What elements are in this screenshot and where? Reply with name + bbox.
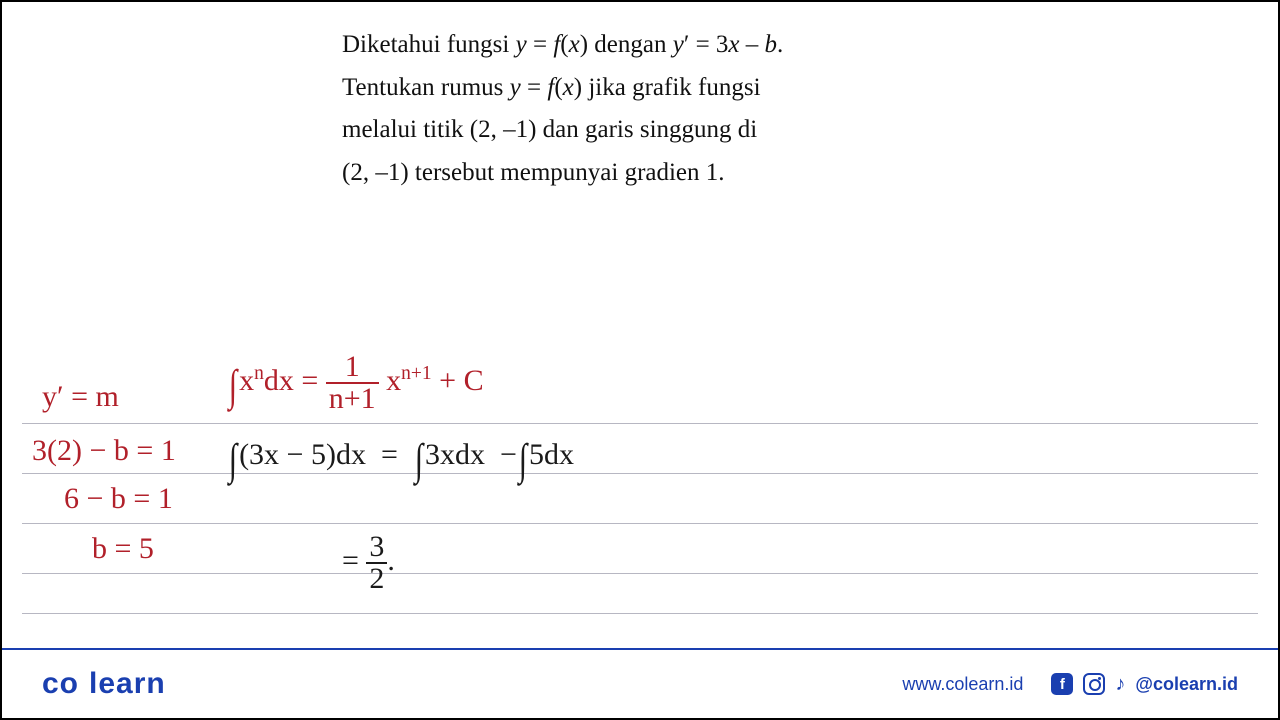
t2c: = bbox=[521, 74, 548, 101]
pr-a: x bbox=[239, 364, 254, 397]
pr-exp2: n+1 bbox=[401, 363, 432, 384]
t1e: ( bbox=[560, 31, 568, 58]
res-frac-d: 2 bbox=[366, 564, 387, 594]
t1l: b bbox=[765, 31, 778, 58]
t1i: ′ = 3 bbox=[684, 31, 729, 58]
eq: = bbox=[342, 544, 366, 577]
res-frac-n: 3 bbox=[366, 532, 387, 564]
t1c: = bbox=[527, 31, 554, 58]
facebook-icon[interactable]: f bbox=[1051, 673, 1073, 695]
t1k: – bbox=[740, 31, 765, 58]
pr-frac-d: n+1 bbox=[326, 384, 379, 414]
t1m: . bbox=[777, 31, 783, 58]
t3: melalui titik (2, –1) dan garis singgung… bbox=[342, 116, 757, 143]
hw-step1: 3(2) − b = 1 bbox=[32, 434, 176, 468]
integral-icon: ∫ bbox=[415, 434, 423, 485]
social-links: f ♪ @colearn.id bbox=[1051, 673, 1238, 696]
brand-logo: colearn bbox=[42, 667, 166, 701]
ruled-line bbox=[22, 423, 1258, 424]
pr-mid: dx = bbox=[264, 364, 326, 397]
hw-step2: 6 − b = 1 bbox=[64, 482, 173, 516]
integral-icon: ∫ bbox=[229, 434, 237, 485]
dot: . bbox=[387, 544, 395, 577]
integral-icon: ∫ bbox=[229, 360, 237, 411]
t1j: x bbox=[728, 31, 739, 58]
hw-partial-result: = 32. bbox=[342, 532, 395, 594]
t2b: y bbox=[510, 74, 521, 101]
t1h: y bbox=[673, 31, 684, 58]
t2a: Tentukan rumus bbox=[342, 74, 510, 101]
ruled-line bbox=[22, 523, 1258, 524]
problem-text: Diketahui fungsi y = f(x) dengan y′ = 3x… bbox=[342, 24, 962, 194]
footer: colearn www.colearn.id f ♪ @colearn.id bbox=[2, 648, 1278, 718]
hw-step3: b = 5 bbox=[92, 532, 154, 566]
social-handle[interactable]: @colearn.id bbox=[1135, 674, 1238, 695]
t1a: Diketahui fungsi bbox=[342, 31, 516, 58]
site-url[interactable]: www.colearn.id bbox=[902, 674, 1023, 695]
pr-frac-n: 1 bbox=[326, 352, 379, 384]
instagram-icon[interactable] bbox=[1083, 673, 1105, 695]
pr-exp1: n bbox=[254, 363, 264, 384]
hw-y-prime-m: y′ = m bbox=[42, 380, 119, 414]
t4: (2, –1) tersebut mempunyai gradien 1. bbox=[342, 159, 725, 186]
brand-a: co bbox=[42, 667, 79, 700]
t1f: x bbox=[569, 31, 580, 58]
res-frac: 32 bbox=[366, 532, 387, 594]
brand-b: learn bbox=[89, 667, 166, 700]
t1b: y bbox=[516, 31, 527, 58]
hw-power-rule: ∫xndx = 1n+1 xn+1 + C bbox=[227, 352, 484, 414]
ruled-line bbox=[22, 473, 1258, 474]
t2f: x bbox=[563, 74, 574, 101]
integral-icon: ∫ bbox=[519, 434, 527, 485]
ruled-line bbox=[22, 573, 1258, 574]
t2e: ( bbox=[554, 74, 562, 101]
hw-integral-expand: ∫(3x − 5)dx = ∫3xdx −∫5dx bbox=[227, 434, 574, 485]
pr-frac: 1n+1 bbox=[326, 352, 379, 414]
pr-mid2: x bbox=[379, 364, 402, 397]
pr-end: + C bbox=[432, 364, 484, 397]
tiktok-icon[interactable]: ♪ bbox=[1115, 673, 1125, 696]
t2g: ) jika grafik fungsi bbox=[574, 74, 761, 101]
t1g: ) dengan bbox=[580, 31, 673, 58]
ruled-line bbox=[22, 613, 1258, 614]
